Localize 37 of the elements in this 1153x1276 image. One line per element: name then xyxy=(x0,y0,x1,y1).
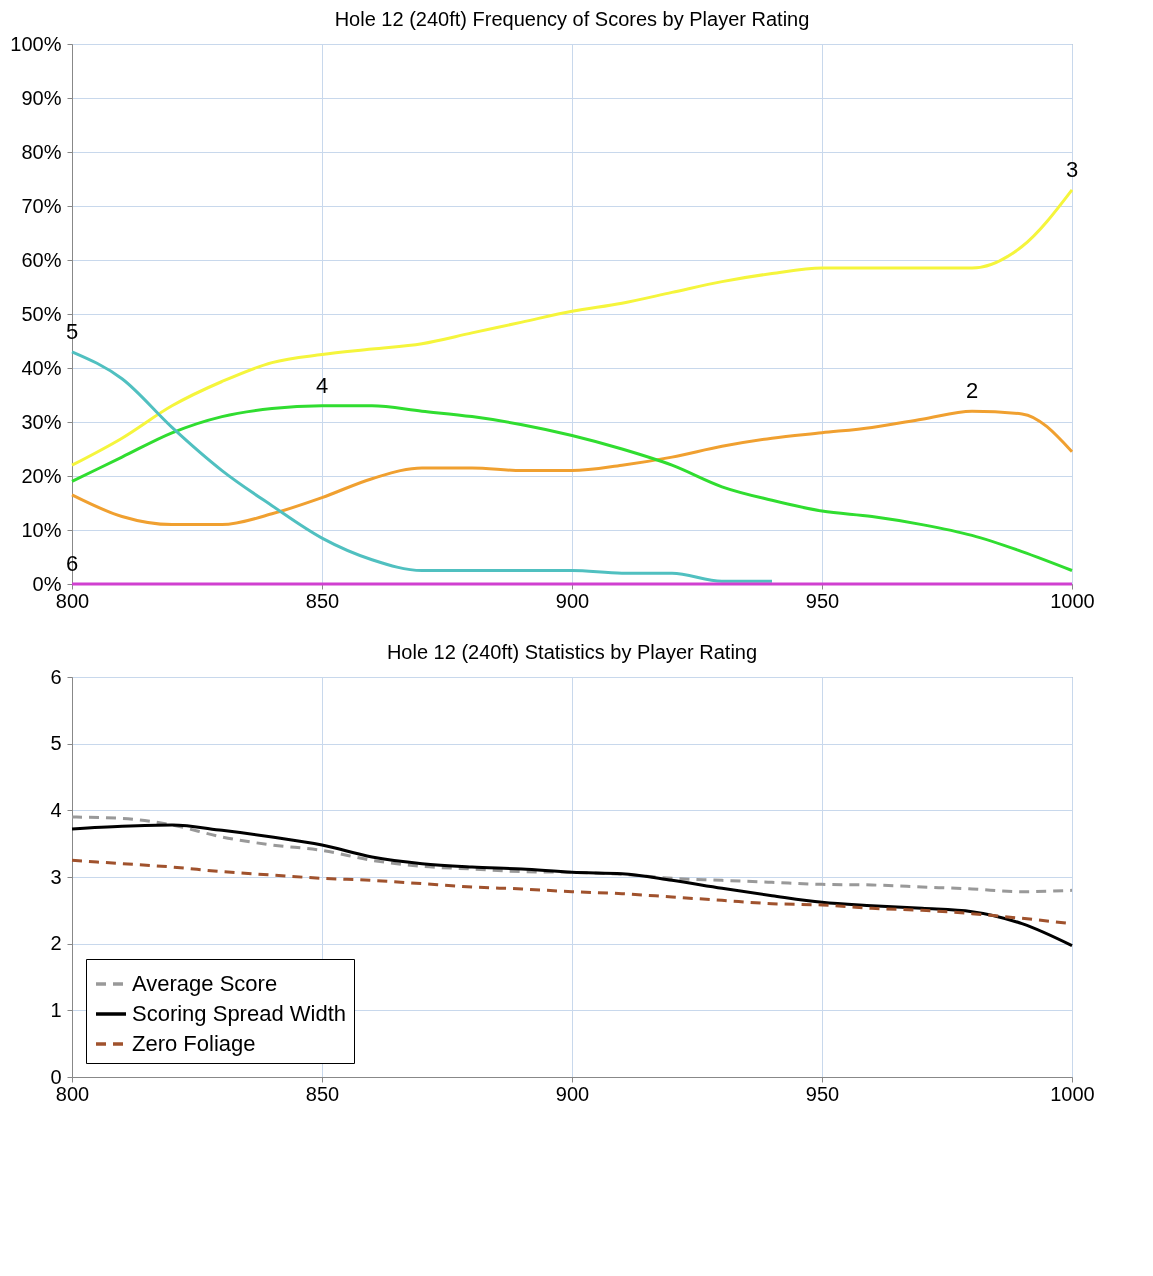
x-tick-label: 950 xyxy=(805,1082,840,1105)
line-series xyxy=(70,409,1074,527)
x-tick-label: 850 xyxy=(305,589,340,612)
series-label: 2 xyxy=(965,378,979,404)
x-tick-label: 1000 xyxy=(1050,1082,1095,1105)
y-tick-label: 90% xyxy=(21,86,62,109)
series-label: 4 xyxy=(315,372,329,398)
x-tick-label: 950 xyxy=(805,589,840,612)
line-series xyxy=(70,815,1074,894)
series-label: 3 xyxy=(1065,156,1079,182)
y-tick-label: 2 xyxy=(50,932,62,955)
y-tick-label: 6 xyxy=(50,665,62,688)
y-tick-label: 20% xyxy=(21,464,62,487)
legend-label: Average Score xyxy=(132,971,278,996)
line-series xyxy=(70,823,1074,948)
x-tick-label: 1000 xyxy=(1050,589,1095,612)
y-tick-label: 50% xyxy=(21,302,62,325)
y-tick-label: 4 xyxy=(50,798,62,821)
y-tick-label: 60% xyxy=(21,248,62,271)
y-tick-label: 0 xyxy=(50,1065,62,1088)
y-tick-label: 5 xyxy=(50,732,62,755)
x-tick-label: 850 xyxy=(305,1082,340,1105)
y-tick-label: 100% xyxy=(10,32,62,55)
x-tick-label: 900 xyxy=(555,1082,590,1105)
legend-label: Zero Foliage xyxy=(132,1031,256,1056)
y-tick-label: 10% xyxy=(21,518,62,541)
y-tick-label: 80% xyxy=(21,140,62,163)
legend-label: Scoring Spread Width xyxy=(132,1001,346,1026)
x-tick-label: 900 xyxy=(555,589,590,612)
y-tick-label: 70% xyxy=(21,194,62,217)
y-tick-label: 3 xyxy=(50,865,62,888)
chart-title: Hole 12 (240ft) Statistics by Player Rating xyxy=(386,641,758,663)
y-tick-label: 30% xyxy=(21,410,62,433)
chart-title: Hole 12 (240ft) Frequency of Scores by Player Rating xyxy=(334,8,810,30)
y-tick-label: 1 xyxy=(50,998,62,1021)
y-tick-label: 40% xyxy=(21,356,62,379)
y-tick-label: 0% xyxy=(32,572,62,595)
